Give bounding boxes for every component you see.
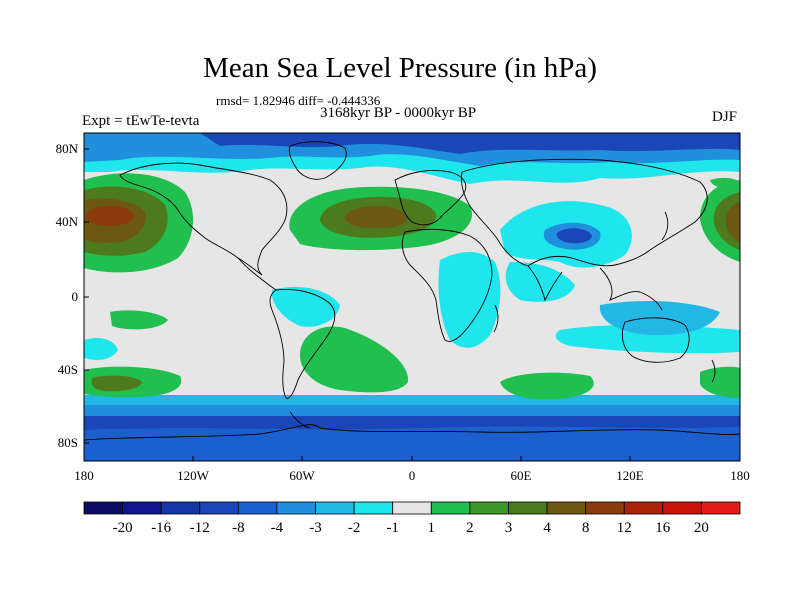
coastlines <box>84 141 740 441</box>
colorbar-label: -8 <box>232 520 245 536</box>
colorbar-box <box>353 501 394 515</box>
colorbar-box <box>83 501 123 515</box>
colorbar-box <box>508 501 548 515</box>
coast-southeast-asia <box>599 267 663 311</box>
y-tick-label: 80S <box>57 435 78 450</box>
colorbar-box <box>469 501 509 515</box>
south-atlantic-high-green <box>300 326 409 393</box>
colorbar-label: -4 <box>270 520 284 536</box>
colorbar-box <box>160 501 201 515</box>
period-label: 3168kyr BP - 0000kyr BP <box>320 105 477 121</box>
axis-ticks <box>83 148 741 461</box>
colorbar-label: -12 <box>189 520 210 536</box>
coast-greenland <box>288 141 347 180</box>
colorbar-box <box>585 501 625 515</box>
y-tick-label: 40N <box>55 214 78 229</box>
x-tick-label: 120E <box>616 468 644 483</box>
africa-blue-region <box>438 252 501 348</box>
y-tick-label: 0 <box>71 289 79 304</box>
coast-madagascar <box>493 304 499 333</box>
south-indian-blue <box>555 325 740 354</box>
colorbar-label: -2 <box>347 520 361 536</box>
coast-asia <box>461 158 708 267</box>
asia-deep-core <box>556 228 592 244</box>
pacific-high-core <box>86 206 134 226</box>
colorbar-box <box>623 501 664 515</box>
colorbar-label: 12 <box>616 520 632 536</box>
coast-new-zealand <box>711 359 716 383</box>
south-indian-high-green <box>500 372 594 400</box>
colorbar <box>83 501 741 515</box>
stats-line: rmsd= 1.82946 diff= -0.444336 <box>216 93 381 108</box>
coast-antarctic-peninsula <box>289 411 311 429</box>
coast-antarctica <box>84 424 740 441</box>
colorbar-box <box>392 501 432 515</box>
coast-japan <box>661 211 669 241</box>
y-tick-label: 80N <box>55 141 78 156</box>
colorbar-box <box>199 501 239 515</box>
pacific-small-green <box>710 177 740 190</box>
colorbar-label: -1 <box>386 520 399 536</box>
arctic-deep-blue <box>200 133 740 154</box>
coast-australia <box>621 317 690 363</box>
colorbar-box <box>701 501 741 515</box>
colorbar-box <box>430 501 471 515</box>
coast-europe <box>394 169 467 226</box>
x-tick-label: 0 <box>408 468 416 483</box>
south-pacific-blue <box>84 338 118 360</box>
colorbar-box <box>662 501 702 515</box>
y-tick-label: 40S <box>57 362 78 377</box>
colorbar-box <box>546 501 587 515</box>
x-tick-label: 120W <box>177 468 209 483</box>
pacific-south-green <box>110 310 168 330</box>
antarctic-blue-edge <box>84 426 740 461</box>
colorbar-label: -16 <box>151 520 172 536</box>
colorbar-label: 1 <box>427 520 436 536</box>
pressure-field <box>84 133 740 461</box>
colorbar-label: -20 <box>112 520 133 536</box>
colorbar-label: 4 <box>543 520 551 536</box>
pacific-high-right-brown <box>725 202 740 242</box>
colorbar-label: 3 <box>504 520 513 536</box>
colorbar-box <box>315 501 355 515</box>
coast-india <box>527 265 563 302</box>
coast-south-america <box>269 289 336 399</box>
experiment-label: Expt = tEwTe-tevta <box>82 113 200 129</box>
colorbar-label: 16 <box>655 520 671 536</box>
colorbar-box <box>276 501 316 515</box>
south-pacific-high-olive <box>91 375 142 392</box>
colorbar-label: 8 <box>581 520 590 536</box>
colorbar-label: 20 <box>693 520 709 536</box>
x-tick-label: 60W <box>289 468 315 483</box>
coast-north-america <box>119 162 288 276</box>
map-title: Mean Sea Level Pressure (in hPa) <box>203 52 597 84</box>
coast-africa <box>401 228 493 342</box>
atlantic-high-brown <box>344 205 407 229</box>
colorbar-box <box>237 501 278 515</box>
south-atlantic-blue <box>271 286 340 327</box>
colorbar-label: 2 <box>466 520 474 536</box>
colorbar-label: -3 <box>309 520 322 536</box>
season-label: DJF <box>712 109 738 125</box>
x-tick-label: 180 <box>74 468 94 483</box>
coast-central-america <box>237 257 277 291</box>
x-tick-label: 60E <box>510 468 532 483</box>
india-blue-region <box>505 262 575 302</box>
south-band-midblue <box>84 405 740 419</box>
x-tick-label: 180 <box>730 468 750 483</box>
colorbar-box <box>122 501 162 515</box>
south-east-pacific-green <box>700 366 740 398</box>
